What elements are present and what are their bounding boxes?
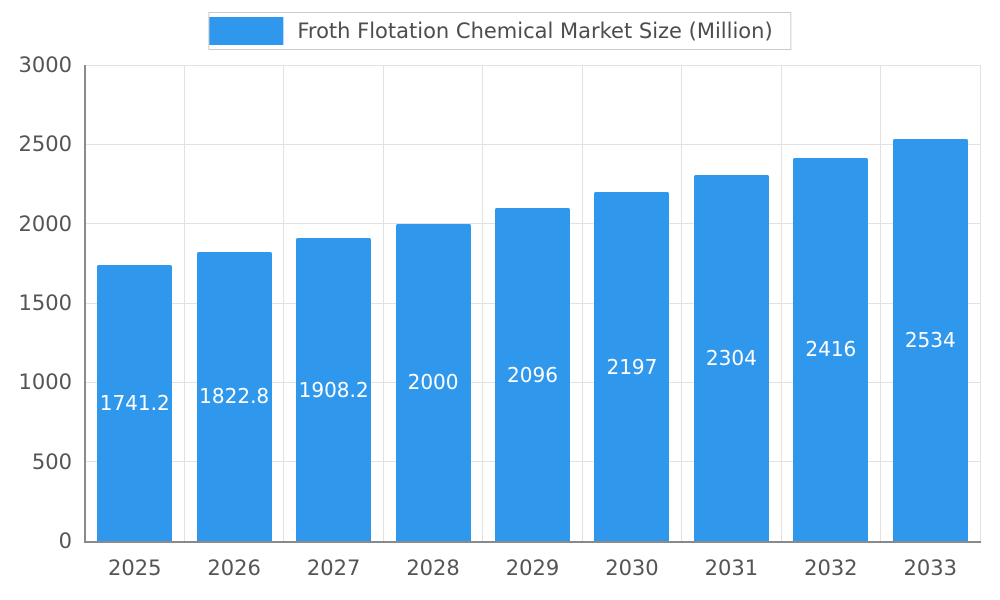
bar-value-label: 1822.8: [199, 384, 270, 409]
legend-swatch: [209, 17, 284, 45]
vertical-gridline: [979, 65, 981, 541]
x-axis-tick-label: 2026: [207, 556, 261, 580]
x-axis-tick-label: 2033: [903, 556, 957, 580]
horizontal-gridline: [85, 64, 980, 66]
x-axis-tick-label: 2025: [107, 556, 162, 580]
bar: 2197: [594, 192, 670, 541]
bar-value-label: 2096: [507, 362, 558, 387]
vertical-gridline: [183, 65, 185, 541]
y-axis-tick-label: 1000: [18, 370, 72, 395]
vertical-gridline: [382, 65, 384, 541]
y-axis-tick-label: 3000: [18, 53, 72, 77]
legend-label: Froth Flotation Chemical Market Size (Mi…: [297, 19, 773, 43]
y-axis-tick-label: 0: [58, 529, 72, 553]
bar: 1822.8: [196, 251, 272, 541]
vertical-gridline: [780, 65, 782, 541]
vertical-gridline: [283, 65, 285, 541]
bar: 2534: [892, 138, 968, 541]
y-axis-line: [84, 65, 86, 543]
bar: 2304: [693, 175, 769, 541]
x-axis-tick-label: 2027: [306, 556, 361, 580]
vertical-gridline: [681, 65, 683, 541]
bar-value-label: 2534: [904, 327, 956, 352]
x-axis-tick-label: 2029: [505, 556, 560, 580]
vertical-gridline: [482, 65, 484, 541]
bar-value-label: 1908.2: [298, 377, 369, 402]
bar: 2096: [495, 208, 570, 541]
vertical-gridline: [581, 65, 583, 541]
vertical-gridline: [880, 65, 882, 541]
legend: Froth Flotation Chemical Market Size (Mi…: [208, 12, 792, 50]
x-axis-tick-label: 2030: [605, 556, 659, 580]
y-axis-tick-label: 1500: [18, 291, 72, 315]
bar: 1908.2: [296, 238, 372, 541]
x-axis-tick-label: 2032: [804, 556, 858, 580]
bar: 2000: [395, 223, 471, 541]
x-axis-tick-label: 2031: [704, 556, 759, 580]
bar-value-label: 1741.2: [99, 390, 170, 415]
x-axis-line: [84, 541, 981, 543]
bar-value-label: 2197: [606, 354, 658, 379]
bar: 2416: [793, 157, 869, 541]
horizontal-gridline: [85, 143, 980, 145]
x-axis-tick-label: 2028: [406, 556, 460, 580]
bar-value-label: 2000: [407, 370, 459, 395]
y-axis-tick-label: 2500: [18, 132, 72, 157]
y-axis-tick-label: 500: [31, 449, 72, 474]
bar: 1741.2: [97, 264, 173, 541]
bar-value-label: 2304: [705, 346, 757, 371]
bar-value-label: 2416: [805, 337, 857, 362]
y-axis-tick-label: 2000: [18, 211, 72, 236]
